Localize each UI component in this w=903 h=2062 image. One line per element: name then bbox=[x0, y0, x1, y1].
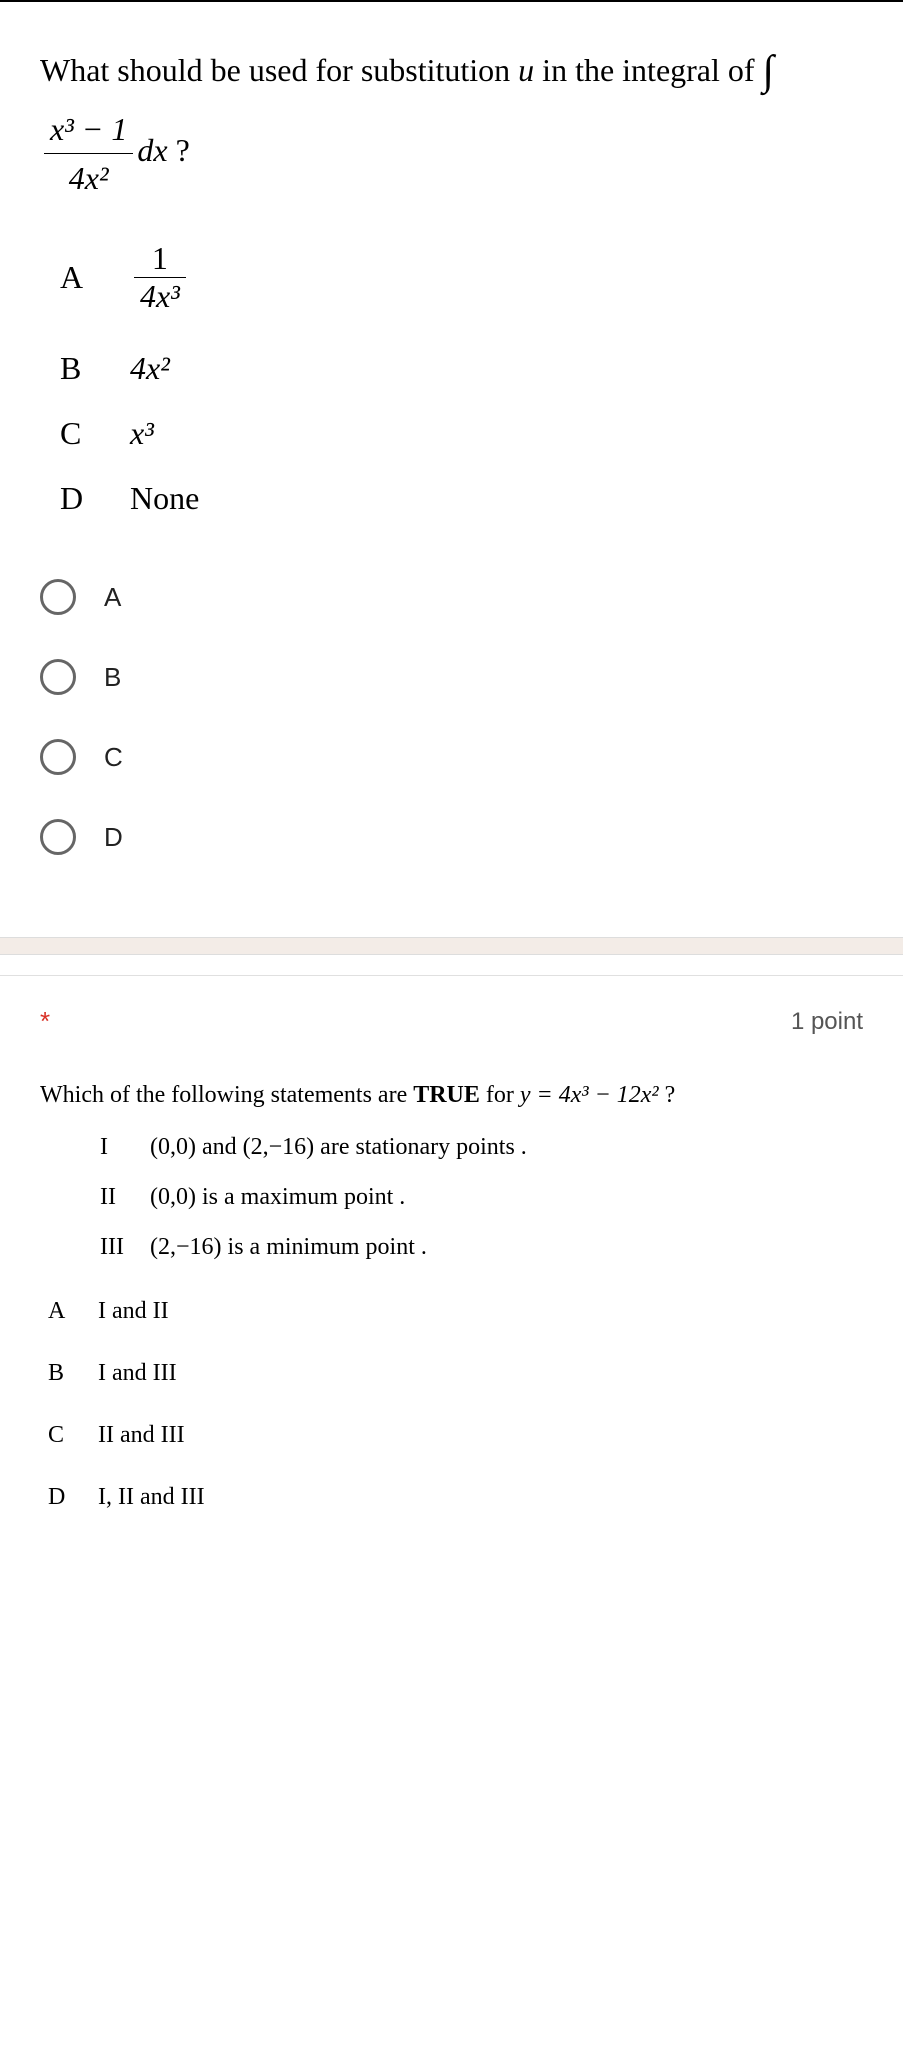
section-divider bbox=[0, 937, 903, 955]
q2-stem-eq: y = 4x³ − 12x² bbox=[520, 1082, 659, 1108]
q2-stem-prefix: Which of the following statements are bbox=[40, 1082, 413, 1108]
q2-stmt-1-b: and bbox=[196, 1134, 243, 1160]
q2-opt-c-text: II and III bbox=[98, 1417, 185, 1453]
q1-radio-a[interactable]: A bbox=[30, 557, 863, 637]
q2-opt-b-text: I and III bbox=[98, 1355, 177, 1391]
q2-opt-b: B I and III bbox=[48, 1355, 863, 1391]
q2-stem-suffix: ? bbox=[659, 1082, 676, 1108]
q2-opt-a-label: A bbox=[48, 1293, 98, 1329]
points-label: 1 point bbox=[791, 1008, 863, 1036]
q1-radio-group: A B C D bbox=[30, 557, 863, 877]
q1-def-d: D None bbox=[60, 480, 863, 517]
q2-stmt-2-text: (0,0) is a maximum point . bbox=[150, 1179, 405, 1215]
q1-text-mid: in the integral of bbox=[534, 52, 762, 88]
radio-icon bbox=[40, 819, 76, 855]
q2-stmt-1-a: (0,0) bbox=[150, 1134, 196, 1160]
q1-radio-c-label: C bbox=[104, 742, 123, 773]
q1-def-d-label: D bbox=[60, 480, 130, 517]
required-asterisk: * bbox=[40, 1006, 50, 1037]
q2-stmt-2-a: (0,0) bbox=[150, 1184, 196, 1210]
q1-radio-d[interactable]: D bbox=[30, 797, 863, 877]
q1-radio-a-label: A bbox=[104, 582, 121, 613]
q2-opt-b-label: B bbox=[48, 1355, 98, 1391]
q2-stmt-1-c: (2,−16) bbox=[243, 1134, 315, 1160]
q1-radio-d-label: D bbox=[104, 822, 123, 853]
q2-stmt-1-d: are stationary points . bbox=[314, 1134, 527, 1160]
q2-stmt-2: II (0,0) is a maximum point . bbox=[100, 1179, 863, 1215]
q1-def-c-value: x³ bbox=[130, 415, 154, 452]
q1-def-c: C x³ bbox=[60, 415, 863, 452]
q1-radio-c[interactable]: C bbox=[30, 717, 863, 797]
q1-def-c-label: C bbox=[60, 415, 130, 452]
q1-def-b-label: B bbox=[60, 350, 130, 387]
q2-stmt-2-rn: II bbox=[100, 1179, 150, 1215]
q1-text-prefix: What should be used for substitution bbox=[40, 52, 518, 88]
q2-opt-a: A I and II bbox=[48, 1293, 863, 1329]
q1-radio-b[interactable]: B bbox=[30, 637, 863, 717]
q2-opt-d-label: D bbox=[48, 1479, 98, 1515]
q2-stem: Which of the following statements are TR… bbox=[40, 1077, 863, 1113]
q1-radio-b-label: B bbox=[104, 662, 121, 693]
q2-stmt-3: III (2,−16) is a minimum point . bbox=[100, 1229, 863, 1265]
q1-def-a-value: 1 4x³ bbox=[134, 240, 186, 315]
q1-text-suffix: ? bbox=[176, 132, 190, 168]
q2-body: Which of the following statements are TR… bbox=[40, 1077, 863, 1515]
q1-def-a-num: 1 bbox=[134, 240, 186, 278]
q2-opt-d-text: I, II and III bbox=[98, 1479, 205, 1515]
q2-stmt-3-rn: III bbox=[100, 1229, 150, 1265]
q1-def-b: B 4x² bbox=[60, 350, 863, 387]
q2-header: * 1 point bbox=[40, 1006, 863, 1077]
q2-stmt-3-a: (2,−16) bbox=[150, 1234, 222, 1260]
q1-integrand: x³ − 1 4x² bbox=[44, 105, 133, 202]
q2-stmt-1: I (0,0) and (2,−16) are stationary point… bbox=[100, 1129, 863, 1165]
q1-var-u: u bbox=[518, 52, 534, 88]
q1-dx: dx bbox=[137, 132, 167, 168]
radio-icon bbox=[40, 659, 76, 695]
q1-integrand-num: x³ − 1 bbox=[44, 105, 133, 154]
integral-symbol: ∫ bbox=[763, 40, 775, 103]
radio-icon bbox=[40, 739, 76, 775]
q1-def-d-value: None bbox=[130, 480, 199, 517]
q1-integrand-den: 4x² bbox=[44, 154, 133, 202]
question-1: What should be used for substitution u i… bbox=[0, 0, 903, 937]
q2-options: A I and II B I and III C II and III D I,… bbox=[48, 1293, 863, 1515]
q1-prompt: What should be used for substitution u i… bbox=[40, 42, 863, 202]
q2-stem-bold: TRUE bbox=[413, 1082, 480, 1108]
q1-def-a-label: A bbox=[60, 259, 130, 296]
q2-opt-d: D I, II and III bbox=[48, 1479, 863, 1515]
q2-stmt-2-d: is a maximum point . bbox=[196, 1184, 405, 1210]
q2-opt-a-text: I and II bbox=[98, 1293, 169, 1329]
q2-stmt-1-text: (0,0) and (2,−16) are stationary points … bbox=[150, 1129, 527, 1165]
q2-opt-c-label: C bbox=[48, 1417, 98, 1453]
q2-stmt-3-text: (2,−16) is a minimum point . bbox=[150, 1229, 427, 1265]
q1-def-a-den: 4x³ bbox=[134, 278, 186, 315]
q2-stmt-1-rn: I bbox=[100, 1129, 150, 1165]
q2-opt-c: C II and III bbox=[48, 1417, 863, 1453]
question-2: * 1 point Which of the following stateme… bbox=[0, 975, 903, 1581]
q1-def-a: A 1 4x³ bbox=[60, 232, 863, 322]
radio-icon bbox=[40, 579, 76, 615]
q2-stmt-3-d: is a minimum point . bbox=[222, 1234, 427, 1260]
q2-stem-mid: for bbox=[480, 1082, 520, 1108]
q1-option-definitions: A 1 4x³ B 4x² C x³ D None bbox=[60, 232, 863, 517]
q1-def-b-value: 4x² bbox=[130, 350, 170, 387]
